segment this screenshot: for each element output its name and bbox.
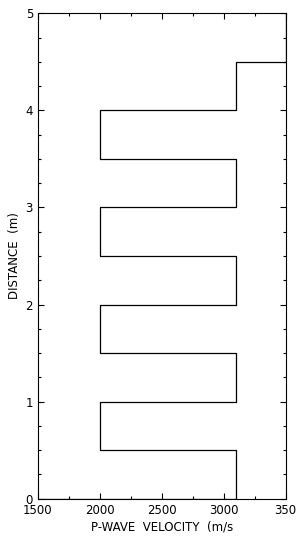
X-axis label: P-WAVE  VELOCITY  (m/s: P-WAVE VELOCITY (m/s [91,521,233,534]
Y-axis label: DISTANCE  (m): DISTANCE (m) [8,212,21,299]
